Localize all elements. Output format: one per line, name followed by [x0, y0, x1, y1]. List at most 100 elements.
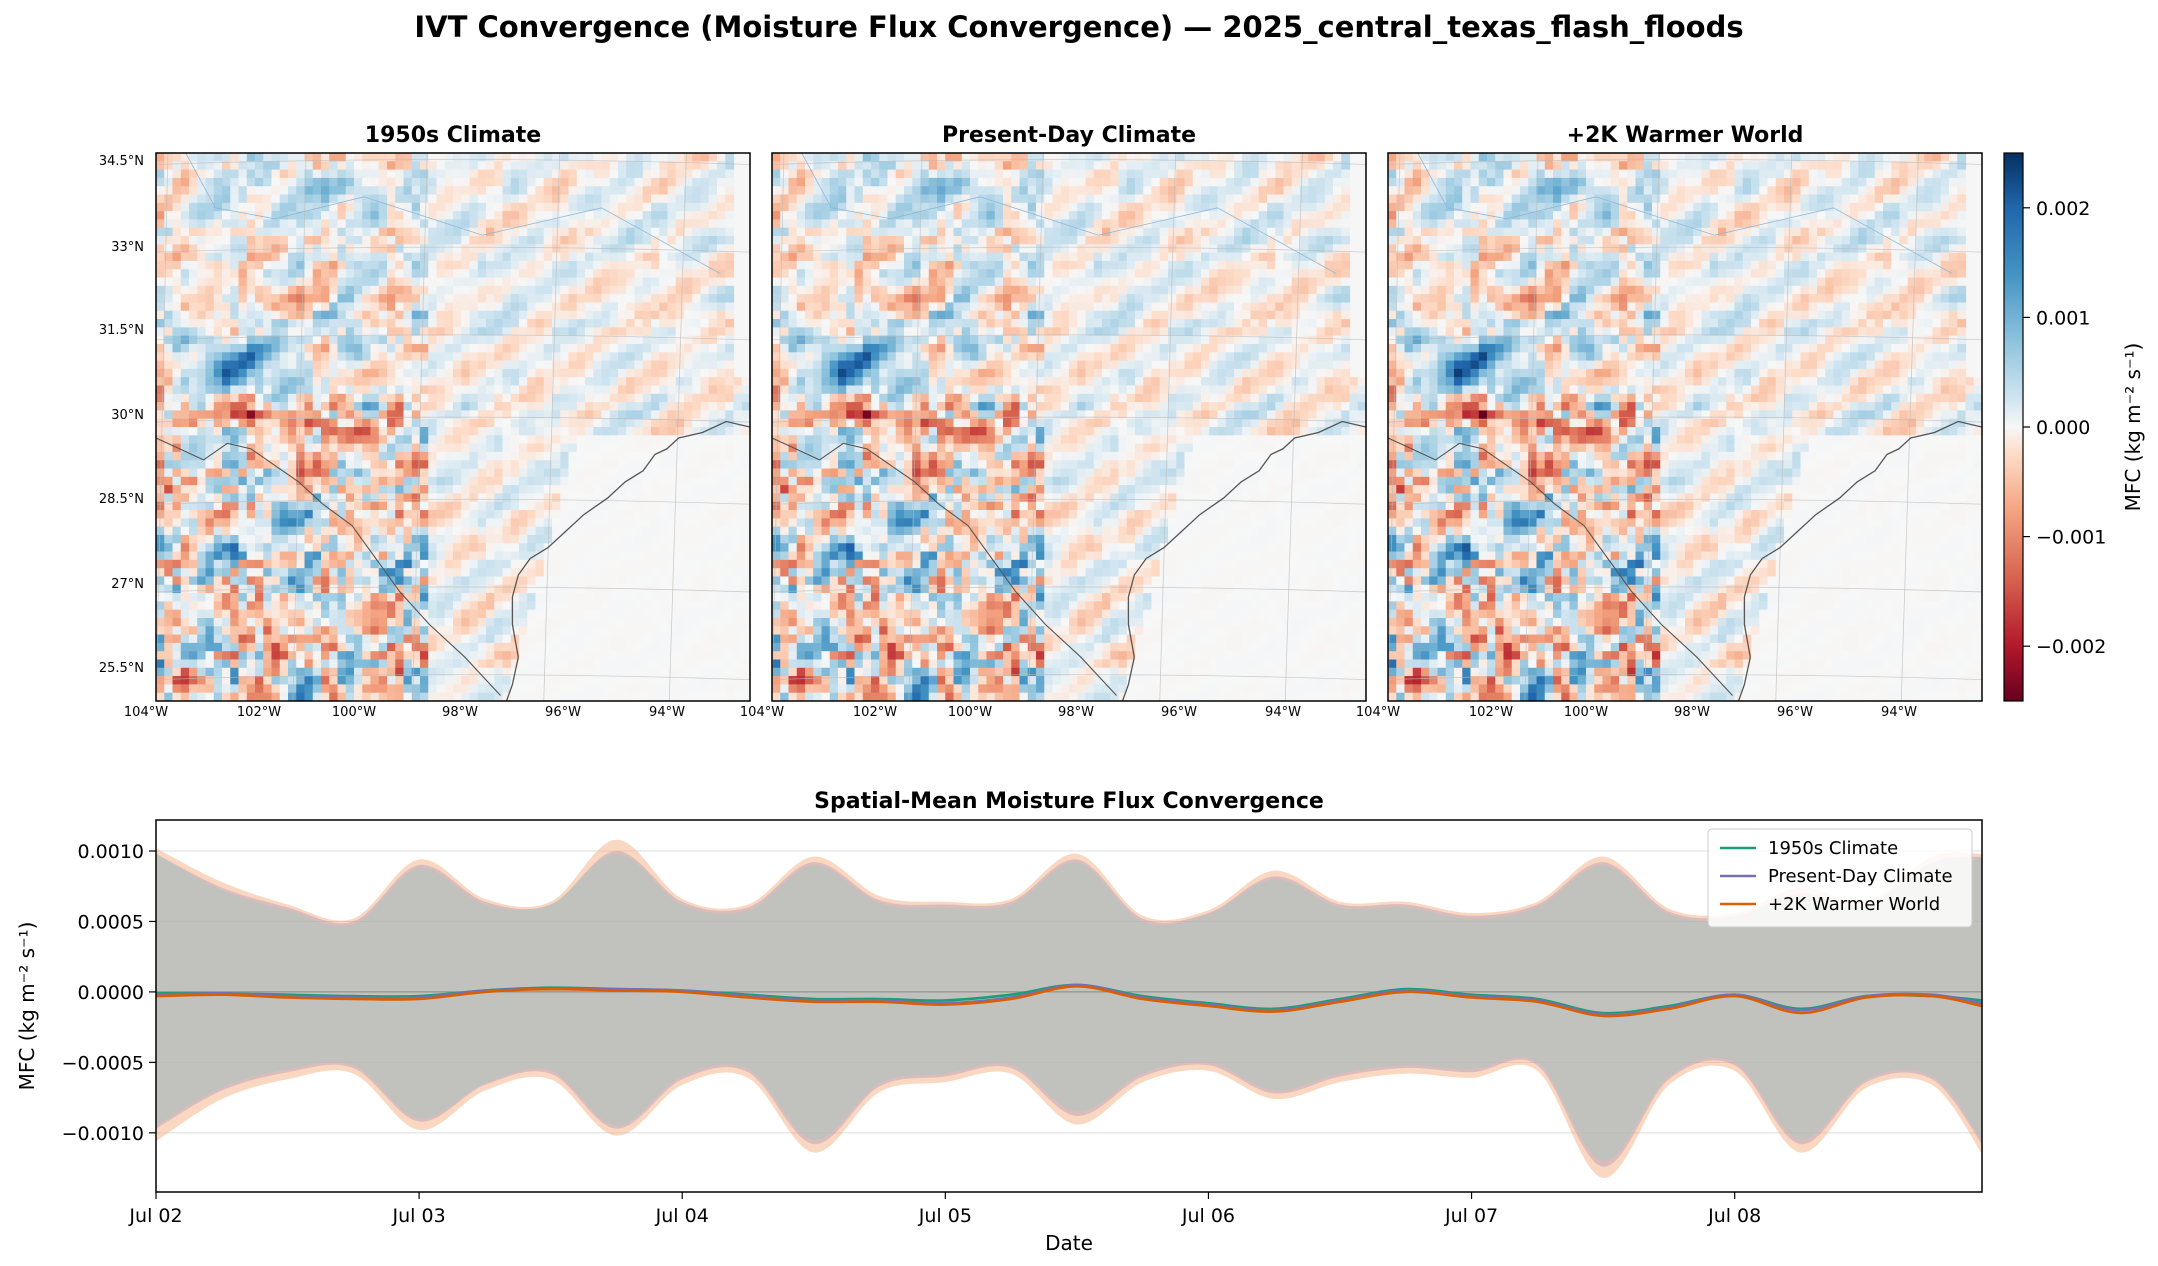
mfc-cell	[585, 543, 594, 553]
mfc-cell	[609, 302, 619, 312]
mfc-cell	[535, 194, 545, 204]
mfc-cell	[345, 294, 355, 304]
mfc-cell	[741, 642, 750, 652]
mfc-cell	[543, 327, 553, 337]
mfc-cell	[279, 460, 289, 470]
mfc-cell	[1217, 153, 1227, 162]
mfc-cell	[345, 194, 355, 204]
mfc-cell	[205, 485, 215, 495]
mfc-cell	[345, 493, 355, 503]
mfc-cell	[205, 518, 215, 528]
mfc-cell	[527, 377, 537, 387]
mfc-cell	[477, 576, 487, 586]
mfc-cell	[609, 559, 619, 569]
mfc-cell	[494, 593, 504, 602]
mfc-cell	[477, 169, 487, 179]
mfc-cell	[494, 476, 504, 486]
mfc-cell	[312, 169, 322, 179]
mfc-cell	[651, 576, 660, 586]
mfc-cell	[585, 319, 594, 328]
mfc-cell	[469, 692, 479, 701]
mfc-cell	[692, 302, 702, 312]
mfc-cell	[205, 327, 215, 337]
mfc-cell	[1027, 169, 1037, 179]
mfc-cell	[527, 335, 537, 345]
mfc-cell	[477, 443, 487, 453]
mfc-cell	[395, 684, 405, 694]
mfc-cell	[354, 667, 363, 677]
mfc-cell	[378, 410, 388, 420]
mfc-cell	[271, 186, 281, 196]
mfc-cell	[428, 343, 438, 353]
mfc-cell	[585, 626, 594, 636]
mfc-cell	[593, 302, 603, 312]
mfc-cell	[180, 236, 190, 245]
mfc-cell	[238, 343, 248, 353]
mfc-cell	[420, 319, 429, 328]
mfc-cell	[692, 161, 702, 171]
mfc-cell	[552, 169, 561, 179]
mfc-cell	[246, 343, 256, 353]
mfc-cell	[717, 584, 726, 594]
mfc-cell	[403, 568, 413, 578]
mfc-cell	[411, 543, 421, 553]
mfc-cell	[321, 642, 330, 652]
mfc-cell	[378, 451, 388, 461]
mfc-cell	[846, 153, 856, 162]
mfc-cell	[345, 418, 355, 428]
mfc-cell	[494, 692, 504, 701]
mfc-cell	[651, 568, 660, 578]
mfc-cell	[651, 485, 660, 495]
mfc-cell	[568, 227, 578, 237]
mfc-cell	[444, 260, 454, 270]
mfc-cell	[205, 377, 215, 387]
mfc-cell	[238, 510, 248, 519]
mfc-cell	[337, 684, 347, 694]
mfc-cell	[279, 302, 289, 312]
mfc-cell	[576, 377, 586, 387]
mfc-cell	[1234, 177, 1243, 187]
mfc-cell	[593, 468, 603, 478]
mfc-cell	[205, 335, 215, 345]
mfc-cell	[288, 510, 297, 519]
mfc-cell	[560, 559, 570, 569]
mfc-cell	[593, 518, 603, 528]
mfc-cell	[486, 451, 495, 461]
mfc-cell	[486, 161, 495, 171]
mfc-cell	[634, 626, 644, 636]
mfc-cell	[684, 559, 693, 569]
mfc-cell	[1250, 153, 1260, 162]
mfc-cell	[156, 177, 165, 187]
mfc-cell	[378, 202, 388, 212]
mfc-cell	[1118, 169, 1128, 179]
mfc-cell	[486, 593, 495, 602]
mfc-cell	[585, 584, 594, 594]
mfc-cell	[684, 368, 693, 378]
mfc-cell	[337, 617, 347, 627]
mfc-cell	[626, 343, 636, 353]
mfc-cell	[510, 219, 520, 229]
mfc-cell	[387, 161, 396, 171]
mfc-cell	[543, 252, 553, 262]
mfc-cell	[395, 667, 405, 677]
mfc-cell	[354, 642, 363, 652]
mfc-cell	[846, 177, 856, 187]
mfc-cell	[486, 194, 495, 204]
mfc-cell	[205, 202, 215, 212]
mfc-cell	[255, 593, 264, 602]
mfc-cell	[205, 427, 215, 436]
mfc-cell	[601, 360, 611, 370]
mfc-cell	[741, 443, 750, 453]
mfc-cell	[370, 593, 380, 602]
mfc-cell	[642, 327, 652, 337]
mfc-cell	[304, 692, 314, 701]
mfc-cell	[618, 302, 627, 312]
mfc-cell	[494, 543, 504, 553]
mfc-cell	[156, 343, 165, 353]
mfc-cell	[362, 310, 372, 320]
mfc-cell	[502, 626, 512, 636]
mfc-cell	[444, 493, 454, 503]
mfc-cell	[271, 236, 281, 245]
mfc-cell	[568, 534, 578, 544]
mfc-cell	[469, 584, 479, 594]
